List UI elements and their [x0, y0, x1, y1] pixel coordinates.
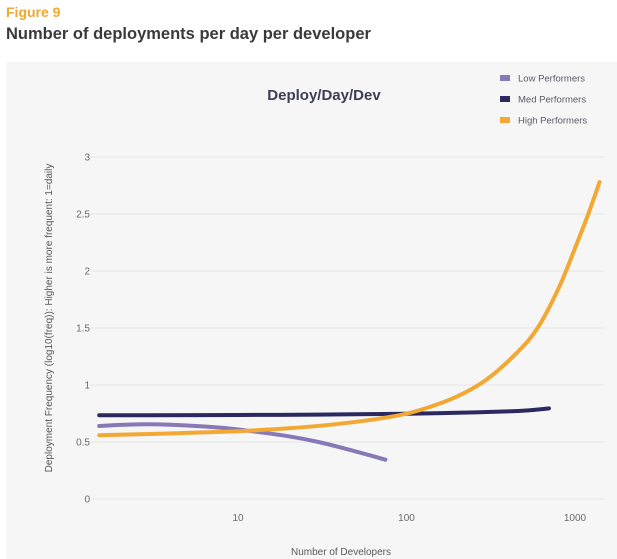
- y-tick-label: 1: [84, 381, 90, 392]
- y-tick-label: 3: [84, 153, 90, 164]
- legend-label-high-performers: High Performers: [518, 116, 587, 127]
- x-tick-label: 10: [232, 513, 244, 524]
- x-tick-label: 100: [398, 513, 415, 524]
- figure-title: Number of deployments per day per develo…: [6, 25, 371, 43]
- y-tick-label: 2: [84, 267, 90, 278]
- grid: [90, 156, 604, 500]
- chart-title: Deploy/Day/Dev: [267, 87, 381, 104]
- figure-label: Figure 9: [6, 4, 61, 20]
- y-axis-label: Deployment Frequency (log10(freq)): High…: [44, 164, 55, 473]
- legend-swatch-high-performers: [500, 117, 510, 123]
- legend: Low Performers Med Performers High Perform…: [500, 74, 587, 127]
- y-tick-label: 1.5: [76, 324, 90, 335]
- x-tick-labels: 10 100 1000: [232, 513, 586, 524]
- y-tick-label: 0: [84, 495, 90, 506]
- y-tick-label: 0.5: [76, 438, 90, 449]
- legend-label-med-performers: Med Performers: [518, 95, 586, 106]
- series-line-med-performers: [97, 406, 551, 418]
- y-tick-label: 2.5: [76, 210, 90, 221]
- x-tick-label: 1000: [564, 513, 587, 524]
- series-line-high-performers: [97, 180, 602, 438]
- y-tick-labels: 0 0.5 1 1.5 2 2.5 3: [76, 153, 90, 506]
- series-lines: [97, 180, 602, 462]
- legend-swatch-low-performers: [500, 75, 510, 81]
- legend-label-low-performers: Low Performers: [518, 74, 585, 85]
- x-axis-label: Number of Developers: [291, 547, 391, 558]
- legend-swatch-med-performers: [500, 96, 510, 102]
- chart-panel: [6, 62, 617, 559]
